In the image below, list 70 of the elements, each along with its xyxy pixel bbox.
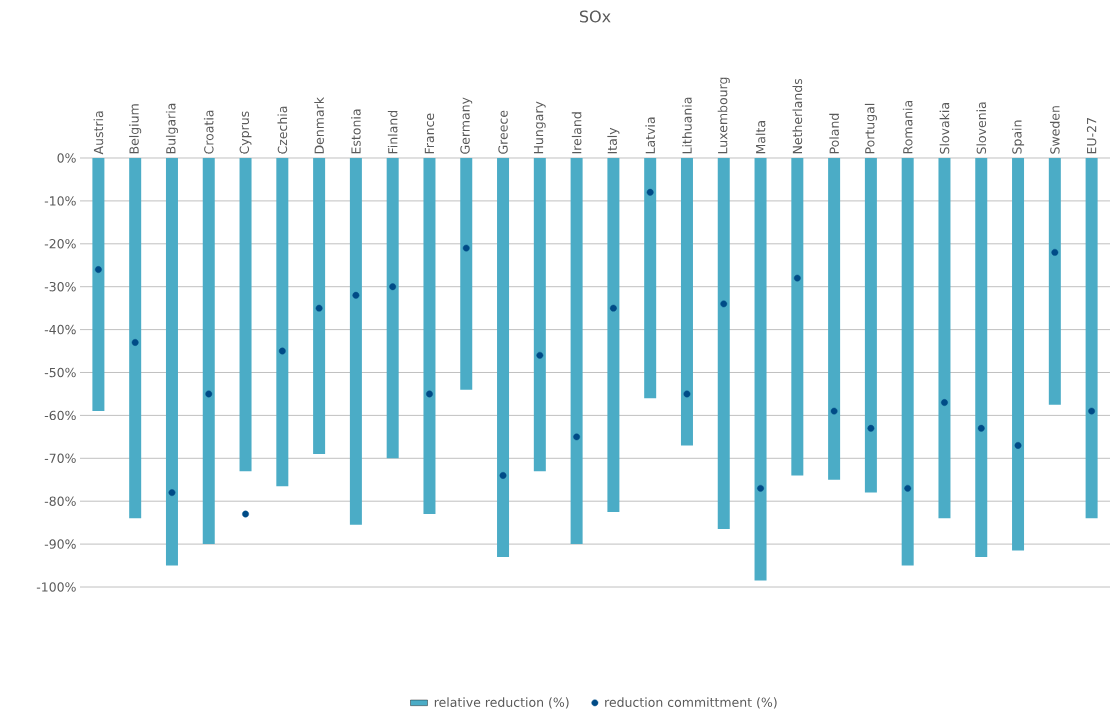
y-tick-label: 0%	[57, 153, 76, 163]
x-tick-label: Finland	[387, 110, 398, 154]
point	[941, 399, 948, 406]
x-tick-label: Netherlands	[792, 78, 803, 154]
point	[168, 489, 176, 497]
x-tick-label: Croatia	[203, 110, 214, 154]
x-tick-label: Belgium	[129, 104, 142, 154]
x-tick-label: Lithuania	[682, 97, 692, 154]
point	[131, 339, 139, 346]
x-tick-label: Romania	[902, 100, 913, 154]
x-tick-label: Slovenia	[976, 102, 987, 154]
x-tick-label: Czechia	[277, 106, 288, 154]
point	[1088, 407, 1096, 415]
point	[315, 304, 323, 312]
x-tick-label: Cyprus	[239, 111, 252, 154]
y-tick-label: -20%	[44, 239, 76, 249]
point	[352, 291, 360, 299]
point	[462, 244, 470, 252]
x-tick-label: EU-27	[1086, 118, 1097, 154]
point	[720, 300, 728, 308]
point	[904, 484, 912, 492]
x-tick-label: Bulgaria	[165, 103, 179, 154]
x-tick-label: Denmark	[314, 97, 324, 154]
point	[1014, 442, 1022, 449]
y-tick-label: -100%	[36, 582, 76, 592]
x-tick-label: Austria	[93, 111, 104, 155]
x-tick-label: Sweden	[1049, 106, 1060, 154]
point	[683, 390, 691, 398]
y-tick-label: -30%	[44, 281, 76, 292]
point	[499, 472, 507, 479]
point	[830, 407, 838, 415]
x-tick-label: Spain	[1011, 120, 1025, 154]
point	[536, 351, 544, 359]
point	[278, 347, 286, 355]
y-tick-label: -90%	[44, 539, 76, 549]
y-tick-label: -40%	[44, 324, 76, 335]
x-tick-label: Luxembourg	[717, 77, 730, 154]
chart-title: SOx	[579, 10, 611, 23]
x-tick-label: Estonia	[351, 109, 361, 154]
point	[389, 283, 397, 291]
x-tick-label: Hungary	[533, 101, 546, 154]
point	[205, 390, 213, 398]
x-tick-label: Latvia	[645, 117, 656, 154]
x-tick-label: Greece	[498, 110, 508, 154]
point	[793, 274, 801, 282]
x-tick-label: Malta	[755, 121, 766, 154]
y-tick-label: -10%	[44, 196, 76, 206]
point	[1051, 248, 1059, 256]
point	[242, 510, 249, 518]
point	[977, 424, 985, 432]
point	[610, 304, 617, 312]
x-tick-label: France	[424, 113, 435, 154]
point	[867, 424, 875, 432]
y-tick-label: -80%	[44, 496, 76, 506]
y-tick-label: -70%	[44, 453, 76, 464]
point	[646, 188, 654, 196]
point	[426, 390, 433, 398]
legend-label: reduction committment (%)	[605, 697, 777, 709]
x-tick-label: Ireland	[571, 112, 582, 154]
x-tick-label: Slovakia	[939, 103, 950, 154]
legend-label: relative reduction (%)	[434, 697, 569, 709]
y-tick-label: -60%	[44, 410, 76, 421]
point	[573, 433, 581, 441]
point	[757, 484, 764, 492]
x-tick-label: Portugal	[864, 103, 877, 154]
point	[95, 266, 102, 273]
x-tick-label: Italy	[607, 127, 620, 154]
x-tick-label: Germany	[460, 97, 473, 154]
x-tick-label: Poland	[829, 113, 839, 154]
y-tick-label: -50%	[44, 367, 76, 378]
